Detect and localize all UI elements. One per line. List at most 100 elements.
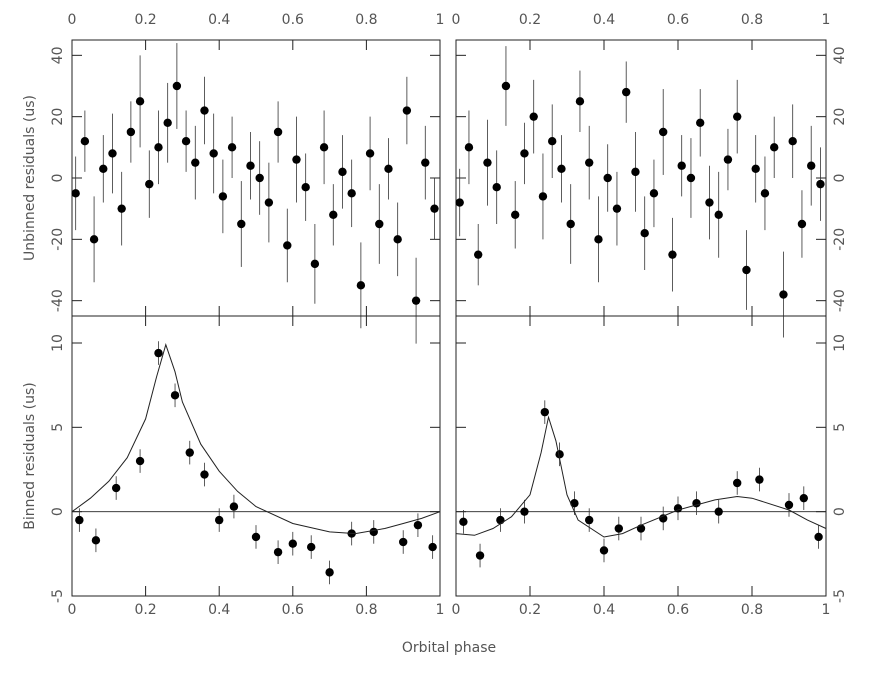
point: [714, 210, 723, 219]
point: [255, 173, 264, 183]
point: [273, 127, 283, 137]
x-tick-label: 0.2: [134, 602, 156, 618]
point: [111, 483, 121, 493]
y-tick-label: 5: [832, 423, 848, 432]
x-tick-label: 1: [436, 12, 445, 28]
point: [91, 536, 101, 545]
point: [292, 155, 301, 164]
x-axis-label: Orbital phase: [402, 640, 496, 656]
point: [649, 189, 659, 198]
point: [200, 106, 209, 115]
y-tick-label: 20: [50, 108, 66, 126]
x-tick-label: 0.6: [667, 602, 689, 618]
y-tick-label: 10: [50, 334, 66, 352]
point: [89, 235, 99, 244]
point: [135, 456, 145, 466]
point: [603, 173, 612, 183]
y-tick-label: 40: [50, 46, 66, 64]
x-tick-label: 0.2: [134, 12, 156, 28]
plot-frame: [455, 39, 827, 317]
x-tick-label: 0.8: [355, 602, 377, 618]
point: [329, 210, 338, 219]
point: [557, 164, 566, 173]
point: [402, 106, 412, 115]
y-tick-label: 0: [832, 507, 848, 516]
y-tick-label: 0: [832, 174, 848, 183]
point: [310, 259, 320, 269]
y-tick-label: 0: [50, 174, 66, 183]
point: [273, 547, 283, 557]
point: [520, 149, 529, 158]
point: [154, 348, 163, 358]
model-curve: [71, 343, 441, 535]
point: [251, 532, 261, 542]
point: [181, 137, 191, 146]
x-tick-label: 0.4: [593, 12, 615, 28]
point: [622, 87, 631, 97]
point: [733, 112, 742, 121]
point: [548, 137, 557, 146]
y-tick-label: 10: [832, 334, 848, 352]
point: [108, 149, 117, 158]
point: [483, 158, 492, 167]
point: [99, 164, 108, 173]
y-tick-label: -5: [832, 589, 848, 603]
point: [520, 507, 529, 516]
point: [283, 241, 292, 250]
x-tick-label: 0.4: [208, 12, 230, 28]
point: [117, 204, 126, 213]
point: [733, 478, 742, 488]
point: [126, 127, 136, 137]
y-axis-label: Unbinned residuals (us): [22, 95, 38, 261]
point: [172, 81, 182, 91]
y-axis-label: Binned residuals (us): [22, 382, 38, 530]
point: [540, 407, 549, 417]
point: [347, 189, 356, 198]
point: [784, 500, 794, 510]
point: [742, 265, 751, 275]
point: [421, 158, 430, 167]
point: [594, 235, 603, 244]
point: [755, 475, 764, 484]
point: [631, 167, 640, 177]
point: [163, 118, 172, 128]
y-tick-label: -5: [50, 589, 66, 603]
x-tick-label: 0: [452, 602, 461, 618]
point: [501, 81, 511, 91]
point: [723, 155, 733, 164]
point: [677, 161, 686, 170]
x-tick-label: 0.8: [741, 12, 763, 28]
y-tick-label: -40: [832, 289, 848, 312]
x-tick-label: 0.4: [593, 602, 615, 618]
point: [538, 192, 548, 201]
point: [807, 161, 816, 170]
point: [455, 198, 464, 207]
point: [797, 219, 807, 229]
point: [529, 112, 538, 121]
point: [393, 235, 402, 244]
y-tick-label: -40: [50, 289, 66, 312]
model-curve: [455, 415, 827, 538]
point: [751, 164, 760, 173]
x-tick-label: 0.6: [282, 602, 304, 618]
point: [80, 137, 90, 146]
x-tick-label: 0.8: [355, 12, 377, 28]
plot-frame: [71, 315, 441, 597]
point: [575, 97, 585, 106]
point: [511, 210, 520, 219]
point: [788, 137, 797, 146]
point: [246, 161, 255, 170]
x-tick-label: 0.8: [741, 602, 763, 618]
point: [218, 192, 228, 201]
point: [338, 167, 347, 177]
point: [375, 219, 384, 229]
point: [71, 189, 80, 198]
point: [237, 219, 246, 229]
point: [659, 514, 668, 523]
x-tick-label: 0: [452, 12, 461, 28]
point: [760, 189, 770, 198]
point: [307, 542, 316, 552]
point: [200, 470, 209, 479]
point: [325, 568, 334, 577]
